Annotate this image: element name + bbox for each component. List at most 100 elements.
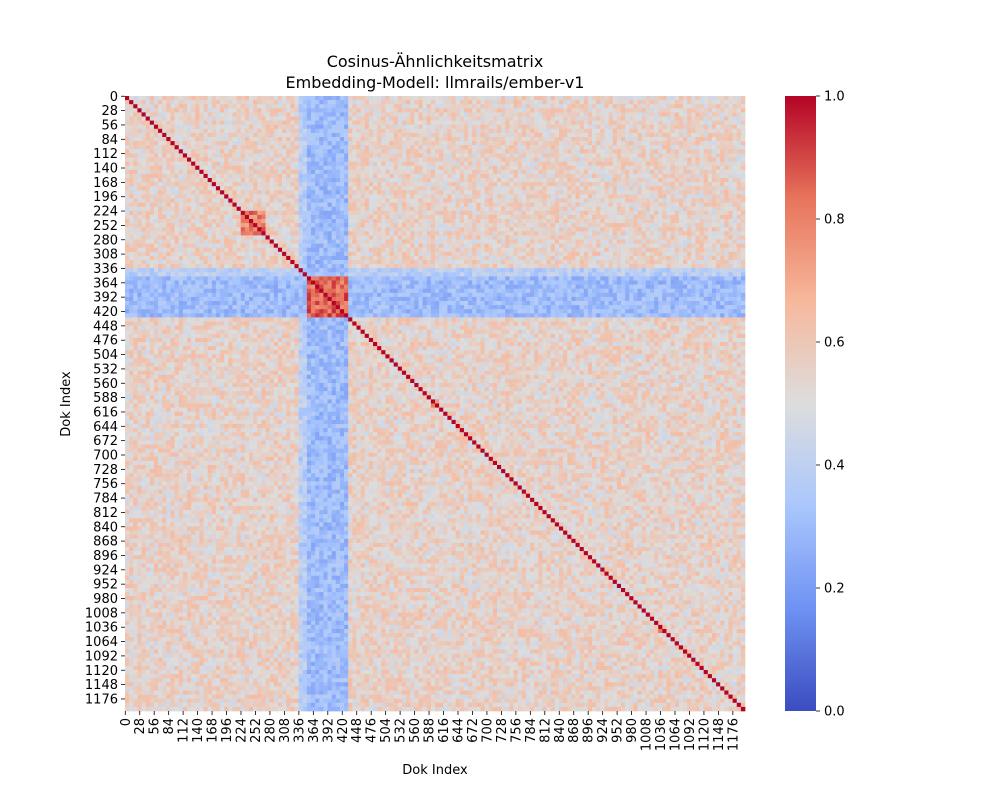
heatmap-cell (431, 194, 435, 198)
heatmap-cell (261, 158, 265, 162)
heatmap-cell (348, 162, 352, 166)
heatmap-cell (133, 129, 137, 133)
heatmap-cell (737, 211, 741, 215)
heatmap-cell (658, 211, 662, 215)
heatmap-cell (183, 178, 187, 182)
heatmap-cell (294, 141, 298, 145)
heatmap-cell (286, 117, 290, 121)
heatmap-cell (179, 231, 183, 235)
heatmap-cell (505, 190, 509, 194)
heatmap-cell (592, 199, 596, 203)
heatmap-cell (423, 211, 427, 215)
heatmap-cell (435, 170, 439, 174)
heatmap-cell (381, 137, 385, 141)
heatmap-cell (447, 104, 451, 108)
heatmap-cell (125, 211, 129, 215)
heatmap-cell (522, 108, 526, 112)
heatmap-cell (179, 223, 183, 227)
heatmap-cell (456, 158, 460, 162)
heatmap-cell (125, 166, 129, 170)
heatmap-cell (654, 100, 658, 104)
heatmap-cell (476, 137, 480, 141)
heatmap-cell (369, 190, 373, 194)
heatmap-cell (290, 215, 294, 219)
heatmap-cell (580, 145, 584, 149)
heatmap-cell (261, 215, 265, 219)
heatmap-cell (476, 219, 480, 223)
heatmap-cell (567, 158, 571, 162)
heatmap-cell (348, 104, 352, 108)
heatmap-cell (555, 190, 559, 194)
heatmap-cell (146, 133, 150, 137)
heatmap-cell (621, 137, 625, 141)
heatmap-cell (423, 174, 427, 178)
heatmap-cell (154, 231, 158, 235)
heatmap-cell (195, 112, 199, 116)
heatmap-cell (534, 158, 538, 162)
heatmap-cell (604, 166, 608, 170)
heatmap-cell (406, 112, 410, 116)
heatmap-cell (249, 219, 253, 223)
heatmap-cell (365, 96, 369, 100)
heatmap-cell (278, 129, 282, 133)
heatmap-cell (187, 112, 191, 116)
heatmap-cell (224, 121, 228, 125)
heatmap-cell (431, 215, 435, 219)
heatmap-cell (183, 112, 187, 116)
heatmap-cell (658, 137, 662, 141)
heatmap-cell (625, 203, 629, 207)
heatmap-cell (253, 207, 257, 211)
heatmap-cell (588, 190, 592, 194)
heatmap-cell (142, 203, 146, 207)
heatmap-cell (724, 199, 728, 203)
heatmap-cell (480, 108, 484, 112)
heatmap-cell (204, 203, 208, 207)
heatmap-cell (208, 182, 212, 186)
heatmap-cell (204, 121, 208, 125)
heatmap-cell (220, 182, 224, 186)
heatmap-cell (150, 219, 154, 223)
heatmap-cell (274, 117, 278, 121)
heatmap-cell (720, 100, 724, 104)
heatmap-cell (460, 219, 464, 223)
heatmap-cell (315, 186, 319, 190)
heatmap-cell (542, 199, 546, 203)
heatmap-cell (418, 104, 422, 108)
heatmap-cell (266, 96, 270, 100)
heatmap-cell (683, 215, 687, 219)
heatmap-cell (270, 199, 274, 203)
heatmap-cell (162, 158, 166, 162)
heatmap-cell (687, 100, 691, 104)
heatmap-cell (332, 108, 336, 112)
heatmap-cell (576, 215, 580, 219)
heatmap-cell (179, 162, 183, 166)
heatmap-cell (468, 129, 472, 133)
heatmap-cell (654, 149, 658, 153)
heatmap-cell (158, 108, 162, 112)
heatmap-cell (720, 129, 724, 133)
heatmap-cell (456, 219, 460, 223)
heatmap-cell (452, 158, 456, 162)
heatmap-cell (348, 174, 352, 178)
heatmap-cell (559, 141, 563, 145)
heatmap-cell (580, 174, 584, 178)
heatmap-cell (617, 174, 621, 178)
heatmap-cell (282, 211, 286, 215)
heatmap-cell (584, 112, 588, 116)
heatmap-cell (522, 199, 526, 203)
heatmap-cell (456, 149, 460, 153)
heatmap-cell (249, 125, 253, 129)
heatmap-cell (493, 178, 497, 182)
heatmap-cell (356, 170, 360, 174)
heatmap-cell (261, 104, 265, 108)
heatmap-cell (365, 158, 369, 162)
heatmap-cell (158, 182, 162, 186)
heatmap-cell (377, 137, 381, 141)
heatmap-cell (249, 145, 253, 149)
heatmap-cell (286, 145, 290, 149)
heatmap-cell (257, 125, 261, 129)
heatmap-cell (385, 178, 389, 182)
heatmap-cell (514, 153, 518, 157)
heatmap-cell (526, 166, 530, 170)
heatmap-cell (344, 170, 348, 174)
